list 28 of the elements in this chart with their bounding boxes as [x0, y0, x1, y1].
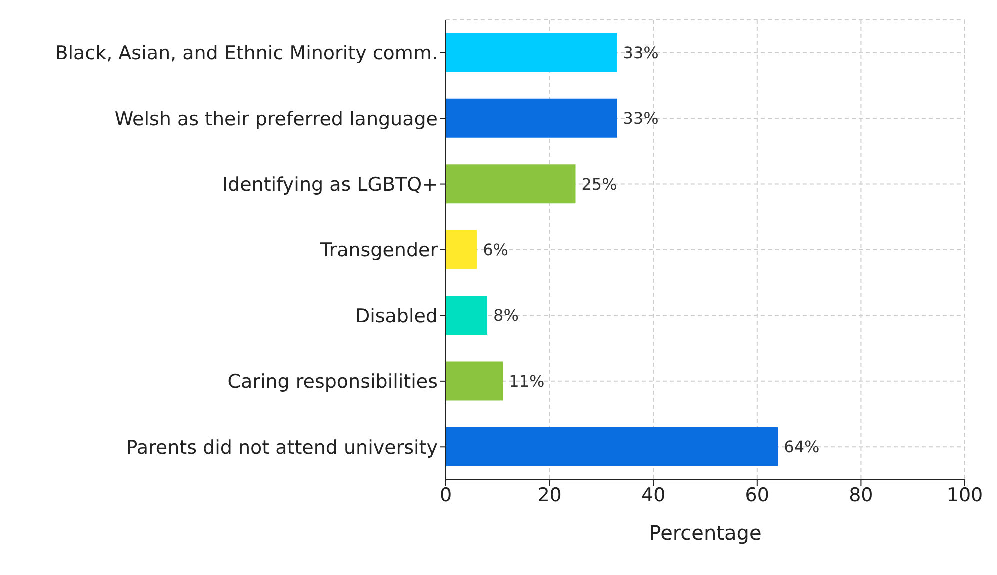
bar	[446, 362, 504, 401]
x-tick-label: 0	[440, 484, 452, 506]
data-label: 33%	[623, 109, 659, 128]
y-tick-label: Caring responsibilities	[228, 371, 438, 394]
x-tick-label: 80	[849, 484, 874, 506]
data-label: 64%	[784, 438, 820, 457]
bar	[446, 427, 778, 466]
y-tick-label: Black, Asian, and Ethnic Minority comm.	[55, 42, 438, 65]
bar	[446, 164, 576, 204]
data-label: 11%	[509, 372, 545, 391]
y-tick-label: Parents did not attend university	[126, 436, 438, 459]
x-tick-label: 60	[745, 484, 770, 506]
y-tick-label: Disabled	[355, 305, 438, 328]
y-tick-label: Welsh as their preferred language	[114, 108, 438, 130]
data-label: 25%	[582, 174, 618, 194]
x-tick-label: 40	[642, 484, 666, 506]
x-tick-label: 100	[946, 484, 984, 506]
x-tick-label: 20	[538, 484, 562, 506]
bar	[446, 33, 618, 72]
data-label: 33%	[623, 43, 659, 62]
bar	[446, 98, 618, 138]
bar	[446, 296, 488, 335]
data-label: 8%	[494, 306, 519, 326]
y-tick-label: Identifying as LGBTQ+	[222, 174, 438, 196]
x-axis-title: Percentage	[649, 521, 762, 545]
y-tick-label: Transgender	[319, 240, 438, 262]
bar	[446, 230, 478, 270]
data-label: 6%	[483, 240, 509, 260]
